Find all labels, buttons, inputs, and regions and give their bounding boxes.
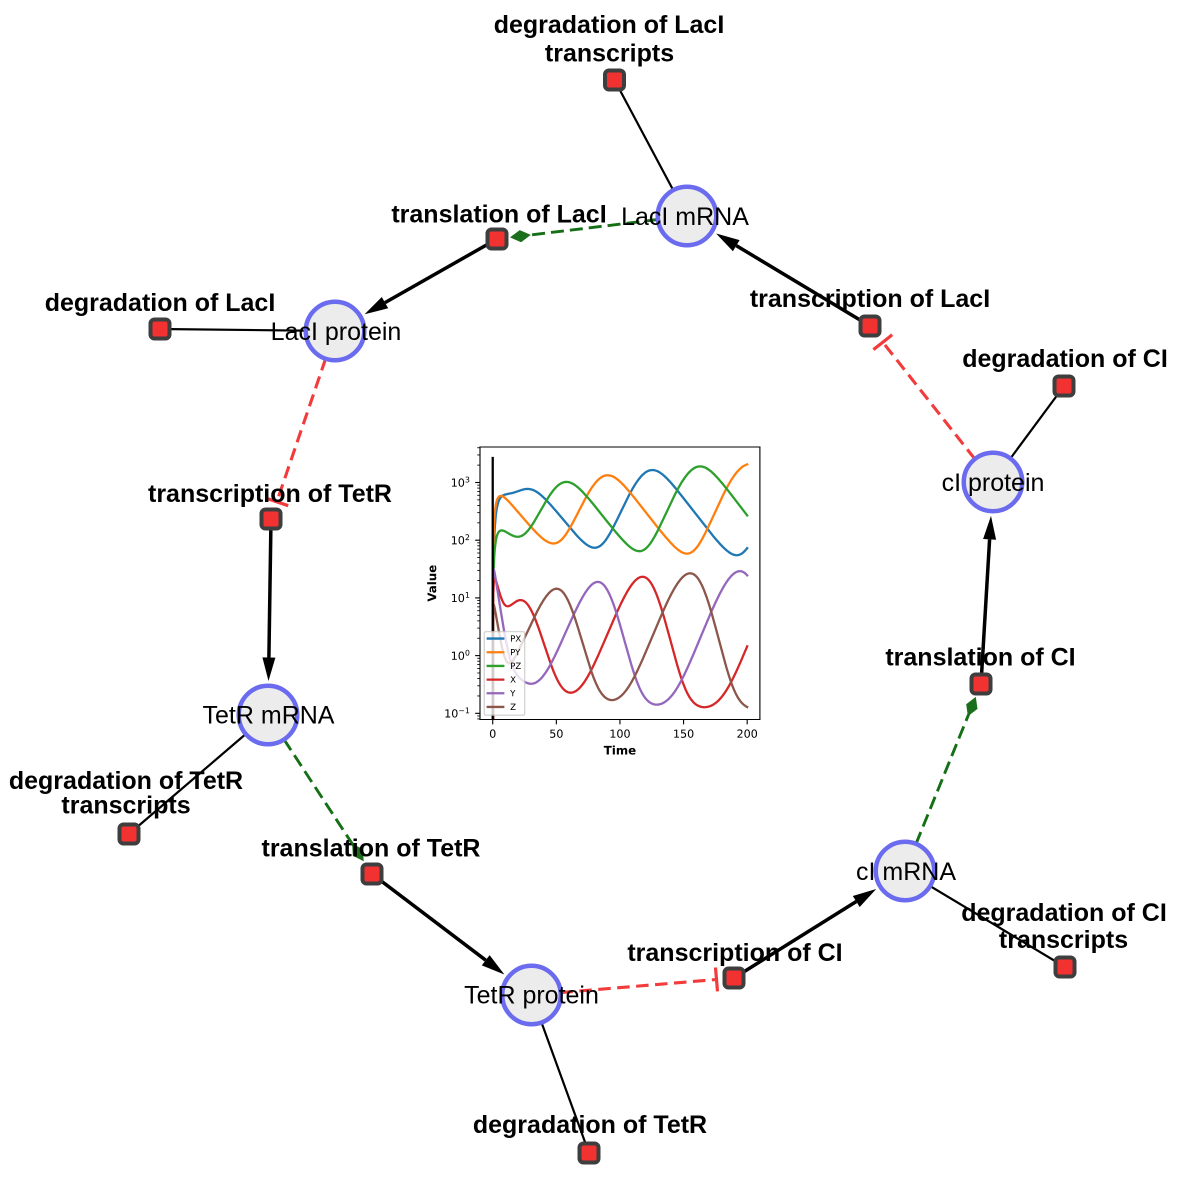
svg-text:transcripts: transcripts xyxy=(61,792,190,820)
svg-text:transcription of CI: transcription of CI xyxy=(627,939,842,967)
svg-text:transcripts: transcripts xyxy=(999,926,1128,954)
svg-text:translation of LacI: translation of LacI xyxy=(391,201,606,229)
svg-text:TetR mRNA: TetR mRNA xyxy=(203,702,335,730)
svg-text:translation of TetR: translation of TetR xyxy=(262,835,481,863)
svg-text:degradation of CI: degradation of CI xyxy=(961,899,1167,927)
svg-text:transcription of TetR: transcription of TetR xyxy=(148,480,392,508)
svg-text:LacI protein: LacI protein xyxy=(271,318,402,346)
svg-text:LacI mRNA: LacI mRNA xyxy=(621,203,749,231)
svg-text:degradation of LacI: degradation of LacI xyxy=(494,11,725,39)
svg-text:degradation of TetR: degradation of TetR xyxy=(9,767,243,795)
svg-text:translation of CI: translation of CI xyxy=(885,644,1075,672)
svg-text:cI mRNA: cI mRNA xyxy=(856,858,956,886)
svg-text:degradation of LacI: degradation of LacI xyxy=(45,289,276,317)
svg-text:degradation of CI: degradation of CI xyxy=(962,345,1168,373)
svg-text:degradation of TetR: degradation of TetR xyxy=(473,1111,707,1139)
svg-text:transcription of LacI: transcription of LacI xyxy=(750,285,990,313)
svg-text:transcripts: transcripts xyxy=(545,39,674,67)
svg-text:cI protein: cI protein xyxy=(942,469,1045,497)
svg-text:TetR protein: TetR protein xyxy=(464,982,599,1010)
